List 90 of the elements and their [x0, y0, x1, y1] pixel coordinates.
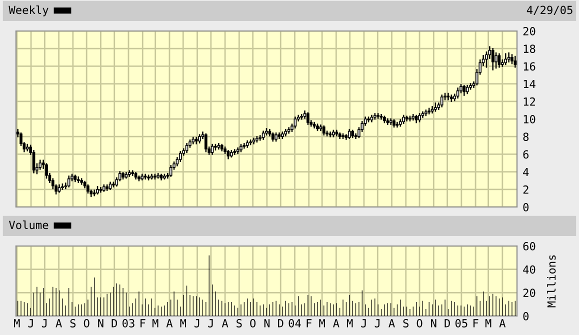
- x-tick-label: J: [361, 319, 366, 328]
- candlestick: [386, 118, 390, 125]
- x-tick-label: J: [194, 319, 200, 328]
- y-tick-label: 16: [524, 62, 536, 71]
- x-tick-label: J: [42, 319, 47, 328]
- candlestick: [498, 53, 501, 68]
- text: 4/29/05: [526, 6, 572, 16]
- y-tick-label: 18: [524, 44, 536, 54]
- y-axis-title: Millions: [547, 255, 556, 308]
- y-tick-label: 8: [523, 132, 529, 142]
- x-tick-label: O: [84, 319, 90, 328]
- candlestick: [294, 116, 297, 128]
- y-tick-label: 6: [523, 150, 529, 159]
- x-tick-label: F: [306, 319, 312, 328]
- candlestick: [344, 134, 348, 140]
- candlestick: [335, 130, 338, 136]
- candlestick: [405, 116, 408, 122]
- candlestick: [389, 118, 392, 125]
- x-tick-label: F: [473, 319, 478, 328]
- x-tick-label: M: [152, 319, 158, 328]
- candlestick: [440, 94, 444, 108]
- y-tick-label: 0: [523, 203, 529, 212]
- x-tick-label: A: [56, 319, 62, 328]
- x-tick-label: N: [98, 319, 104, 328]
- candlestick: [217, 143, 220, 150]
- x-tick-label: A: [166, 319, 173, 328]
- candlestick: [504, 53, 508, 66]
- candlestick: [67, 176, 70, 188]
- x-tick-label: A: [499, 319, 506, 328]
- candlestick: [45, 163, 48, 179]
- candlestick: [306, 112, 310, 125]
- x-tick-label: J: [28, 319, 33, 328]
- x-tick-label: D: [112, 319, 118, 328]
- x-tick-label: O: [416, 319, 422, 328]
- candlestick: [144, 174, 147, 180]
- candlestick: [328, 132, 332, 138]
- x-tick-label: F: [140, 319, 146, 328]
- x-tick-label: J: [374, 319, 380, 328]
- candlestick: [204, 133, 208, 152]
- x-tick-label: M: [14, 319, 20, 328]
- x-tick-label: S: [70, 319, 76, 328]
- candlestick: [312, 122, 316, 128]
- candlestick: [491, 48, 494, 70]
- candlestick: [494, 52, 498, 69]
- x-tick-label: D: [278, 319, 284, 328]
- x-tick-label: N: [264, 319, 270, 328]
- candlestick: [456, 88, 460, 99]
- y-tick-label: 2: [523, 185, 528, 194]
- y-tick-label: 12: [524, 97, 535, 106]
- chart-title: Weekly: [8, 5, 48, 16]
- candlestick: [278, 132, 281, 139]
- x-tick-label: A: [388, 319, 395, 328]
- candlestick: [412, 114, 415, 121]
- candlestick: [252, 138, 256, 144]
- y-tick-label: 10: [524, 115, 536, 124]
- x-tick-label: O: [250, 319, 256, 328]
- x-tick-label: S: [236, 319, 242, 328]
- x-tick-label: A: [222, 319, 228, 328]
- y-tick-label: 60: [523, 242, 536, 250]
- candlestick: [319, 124, 322, 132]
- x-tick-label: M: [346, 319, 353, 328]
- y-tick-label: 40: [523, 265, 536, 274]
- y-tick-label: 4: [523, 168, 529, 176]
- x-tick-label: N: [431, 319, 436, 328]
- chart-title: Volume: [8, 220, 48, 230]
- candlestick: [194, 136, 198, 144]
- candlestick: [287, 127, 290, 134]
- candlestick: [210, 144, 214, 155]
- x-tick-label: M: [485, 319, 492, 328]
- candlestick: [169, 165, 172, 177]
- x-tick-label: 05: [455, 319, 468, 328]
- x-tick-label: M: [319, 319, 325, 328]
- candlestick: [92, 190, 96, 196]
- x-tick-label: S: [403, 319, 408, 328]
- candlestick: [446, 92, 450, 100]
- x-tick-label: J: [208, 319, 213, 328]
- y-tick-label: 14: [524, 80, 536, 88]
- y-tick-label: 0: [523, 312, 529, 320]
- y-tick-label: 20: [523, 288, 536, 298]
- candlestick: [236, 147, 240, 154]
- x-tick-label: A: [333, 319, 340, 328]
- x-tick-label: M: [180, 319, 186, 328]
- candlestick: [430, 106, 434, 114]
- candlestick: [507, 52, 510, 62]
- x-tick-label: 04: [288, 319, 301, 328]
- y-tick-label: 20: [523, 27, 536, 36]
- x-tick-label: D: [444, 319, 450, 328]
- x-tick-label: 03: [122, 319, 134, 328]
- candlestick: [514, 56, 517, 68]
- candlestick: [462, 84, 466, 96]
